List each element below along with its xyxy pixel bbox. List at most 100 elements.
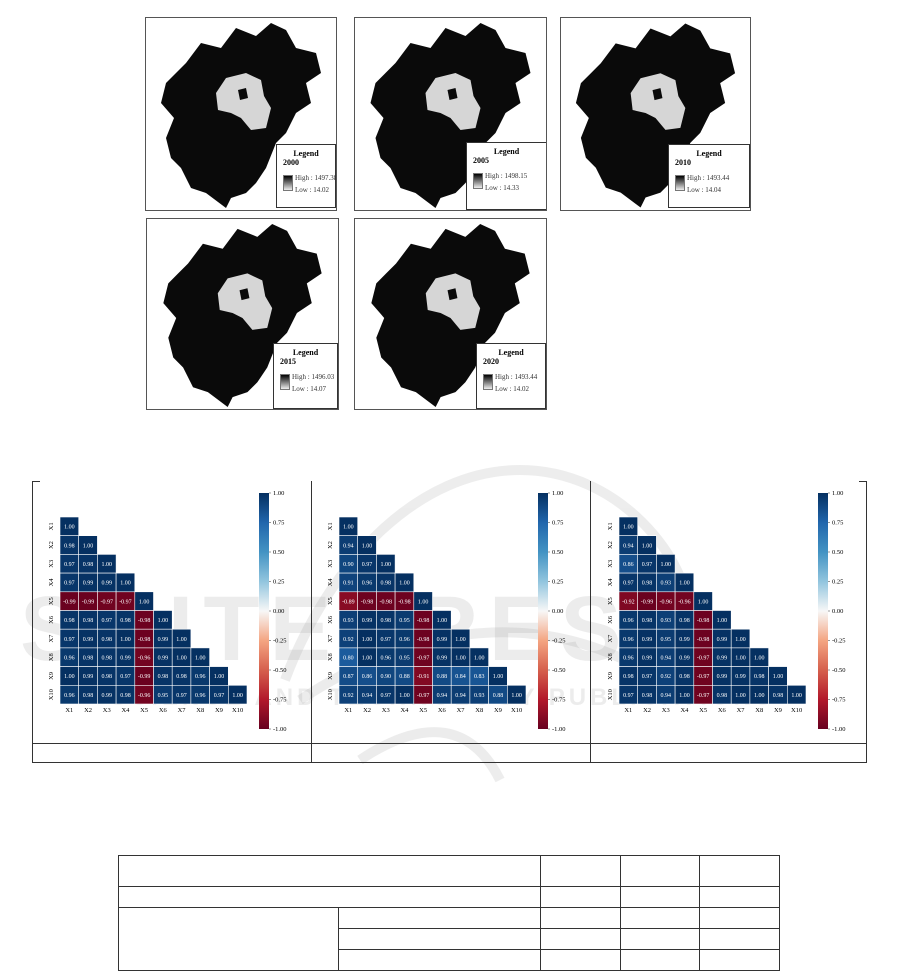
heatmap-cell-label: 1.00	[176, 637, 187, 643]
heatmap-colorbar	[259, 493, 269, 729]
heatmap-cell-label: -0.91	[417, 674, 430, 680]
heatmap-cell-label: 1.00	[511, 693, 522, 699]
legend-low-value: Low : 14.04	[687, 186, 722, 194]
heatmap-cell-label: 0.90	[343, 562, 354, 568]
heatmap-cell-label: 1.00	[83, 543, 94, 549]
heatmap-row-label: X3	[48, 560, 55, 568]
heatmap-cell-label: -0.97	[697, 693, 710, 699]
heatmap-cell-label: 0.99	[717, 655, 728, 661]
legend-high-value: High : 1493.44	[687, 174, 730, 182]
map-enclave-shape	[239, 288, 250, 301]
colorbar-tick-label: 0.50	[552, 549, 563, 556]
heatmap-cell-label: 1.00	[679, 693, 690, 699]
heatmap-row-label: X1	[607, 522, 614, 530]
heatmap-cell-label: 0.80	[343, 655, 354, 661]
heatmap-cell-label: 0.98	[642, 581, 653, 587]
heatmap-cell-label: 1.00	[102, 562, 113, 568]
map-core-region-shape	[425, 73, 481, 130]
heatmap-cell-label: 0.98	[381, 618, 392, 624]
heatmap-col-label: X7	[737, 707, 746, 714]
heatmap-col-label: X2	[84, 707, 92, 714]
heatmap-cell-label: 1.00	[399, 581, 410, 587]
heatmap-row-label: X10	[607, 689, 614, 700]
heatmap-cell-label: 1.00	[139, 599, 150, 605]
heatmap-cell-label: 0.95	[399, 618, 410, 624]
legend-title: Legend	[498, 348, 524, 357]
colorbar-tick-label: -1.00	[832, 726, 846, 733]
colorbar-tick-label: -0.75	[832, 697, 846, 704]
heatmap-cell	[787, 685, 807, 705]
heatmap-cell-label: 0.99	[735, 674, 746, 680]
heatmap-cell-label: 0.99	[362, 618, 373, 624]
heatmap-col-label: X9	[774, 707, 782, 714]
heatmap-col-label: X10	[791, 707, 802, 714]
colorbar-tick-label: -0.25	[273, 638, 287, 645]
data-table	[117, 855, 780, 971]
heatmap-cell-label: 0.99	[642, 655, 653, 661]
heatmap-cell-label: 1.00	[791, 693, 802, 699]
heatmap-cell-label: 0.98	[754, 674, 765, 680]
heatmap-col-label: X8	[196, 707, 204, 714]
heatmap-cell-label: 1.00	[717, 618, 728, 624]
colorbar-tick-label: 0.25	[552, 579, 563, 586]
heatmap-cell-label: 0.98	[83, 562, 94, 568]
heatmap-cell-label: 0.94	[661, 655, 672, 661]
heatmap-row-label: X7	[607, 634, 614, 643]
heatmap-row-label: X4	[48, 578, 55, 587]
heatmap-cell-label: 0.98	[642, 618, 653, 624]
colorbar-tick-label: 0.50	[832, 549, 843, 556]
heatmap-cell-label: 0.97	[362, 562, 373, 568]
heatmap-cell-label: 0.96	[195, 693, 206, 699]
heatmap-col-label: X6	[159, 707, 168, 714]
heatmap-cell-label: 0.98	[679, 674, 690, 680]
heatmap-cell-label: 0.96	[623, 637, 634, 643]
heatmap-cell-label: 0.98	[623, 674, 634, 680]
heatmap-cell-label: 0.97	[64, 637, 75, 643]
heatmap-cell-label: 0.84	[455, 674, 466, 680]
heatmap-cell-label: 1.00	[64, 525, 75, 531]
colorbar-tick-label: -0.75	[273, 697, 287, 704]
heatmap-cell-label: 0.99	[642, 637, 653, 643]
legend-color-ramp	[473, 173, 483, 189]
legend-year: 2020	[483, 357, 499, 366]
map-enclave-shape	[447, 88, 458, 100]
colorbar-tick-label: -0.50	[273, 667, 287, 674]
heatmap-cell-label: 1.00	[158, 618, 169, 624]
heatmap-cell-label: -0.89	[342, 599, 355, 605]
heatmap-cell-label: 1.00	[773, 674, 784, 680]
heatmap-cell-label: 0.98	[120, 618, 131, 624]
heatmap-cell-label: -0.96	[138, 693, 151, 699]
heatmap-col-label: X7	[178, 707, 187, 714]
heatmap-cell-label: 1.00	[474, 655, 485, 661]
heatmap-row-label: X9	[48, 672, 55, 680]
heatmap-row-label: X5	[48, 597, 55, 605]
heatmap-cell-label: 0.97	[642, 562, 653, 568]
heatmap-col-label: X1	[344, 707, 352, 714]
heatmap-row-label: X8	[327, 653, 334, 661]
map-enclave-shape	[447, 288, 458, 301]
heatmap-cell-label: 0.98	[64, 543, 75, 549]
heatmap-cell-label: 0.97	[642, 674, 653, 680]
heatmap-row-label: X2	[327, 541, 334, 549]
heatmap-cell-label: 0.99	[717, 674, 728, 680]
heatmap-cell-label: 0.98	[773, 693, 784, 699]
heatmap-col-label: X7	[457, 707, 466, 714]
heatmap-cell-label: 0.99	[437, 637, 448, 643]
heatmap-row-label: X10	[48, 689, 55, 700]
legend-low-value: Low : 14.33	[485, 184, 520, 192]
map-panel-2000: Legend 2000 High : 1497.38 Low : 14.02	[145, 17, 337, 211]
heatmap-col-label: X4	[121, 707, 130, 714]
heatmap-cell-label: 1.00	[754, 655, 765, 661]
heatmap-row-label: X6	[607, 615, 614, 624]
colorbar-tick-label: -0.50	[832, 667, 846, 674]
heatmap-col-label: X5	[699, 707, 707, 714]
heatmap-cell-label: -0.97	[697, 674, 710, 680]
heatmap-cell-label: 1.00	[64, 674, 75, 680]
legend-year: 2005	[473, 156, 489, 165]
colorbar-tick-label: 0.00	[552, 608, 563, 615]
heatmap-col-label: X1	[624, 707, 632, 714]
heatmap-cell-label: 0.93	[474, 693, 485, 699]
heatmap-cell-label: 0.99	[158, 655, 169, 661]
heatmap-cell-label: 0.98	[83, 655, 94, 661]
heatmap-cell	[507, 685, 527, 705]
